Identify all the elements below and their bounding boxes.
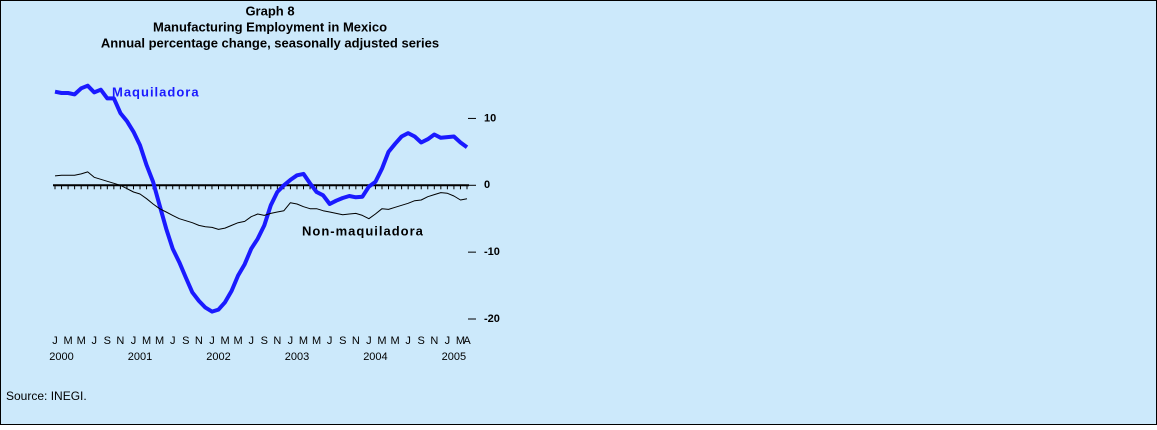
- x-tick-label: J: [131, 335, 137, 347]
- year-label: 2001: [128, 351, 152, 363]
- x-tick-label: M: [312, 335, 321, 347]
- x-tick-label: J: [445, 335, 451, 347]
- x-tick-label: M: [142, 335, 151, 347]
- x-tick-label: M: [77, 335, 86, 347]
- x-tick-label: A: [463, 335, 471, 347]
- x-tick-label: J: [52, 335, 58, 347]
- x-tick-label: S: [261, 335, 268, 347]
- x-tick-label: J: [209, 335, 215, 347]
- x-tick-label: M: [390, 335, 399, 347]
- year-label: 2000: [49, 351, 73, 363]
- x-tick-label: M: [220, 335, 229, 347]
- x-tick-label: N: [273, 335, 281, 347]
- source-note: Source: INEGI.: [6, 389, 87, 403]
- series-label: Non-maquiladora: [302, 223, 424, 238]
- series-label: Maquiladora: [112, 84, 200, 99]
- x-tick-label: M: [63, 335, 72, 347]
- series-line: [54, 171, 468, 230]
- x-tick-label: J: [248, 335, 254, 347]
- x-tick-label: M: [377, 335, 386, 347]
- x-tick-label: S: [339, 335, 346, 347]
- x-tick-label: S: [182, 335, 189, 347]
- year-label: 2004: [363, 351, 387, 363]
- x-tick-label: M: [155, 335, 164, 347]
- year-label: 2002: [206, 351, 230, 363]
- x-tick-label: J: [288, 335, 294, 347]
- y-tick-label: -10: [484, 246, 500, 258]
- x-tick-label: N: [195, 335, 203, 347]
- x-tick-label: J: [366, 335, 372, 347]
- x-tick-label: N: [430, 335, 438, 347]
- x-tick-label: N: [116, 335, 124, 347]
- y-tick-label: 10: [484, 112, 496, 124]
- chart-subtitle: Annual percentage change, seasonally adj…: [101, 35, 439, 50]
- chart-subtitle: Manufacturing Employment in Mexico: [153, 19, 387, 34]
- year-label: 2005: [442, 351, 466, 363]
- x-tick-label: M: [456, 335, 465, 347]
- series-line: [54, 83, 469, 314]
- x-tick-label: M: [234, 335, 243, 347]
- y-tick-label: -20: [484, 313, 500, 325]
- x-tick-label: J: [405, 335, 411, 347]
- y-tick-label: 0: [484, 179, 490, 191]
- chart-title: Graph 8: [245, 3, 294, 18]
- x-tick-label: J: [327, 335, 333, 347]
- year-label: 2003: [285, 351, 309, 363]
- x-tick-label: J: [91, 335, 97, 347]
- x-tick-label: M: [299, 335, 308, 347]
- x-tick-label: S: [418, 335, 425, 347]
- x-tick-label: S: [104, 335, 111, 347]
- x-tick-label: J: [170, 335, 176, 347]
- x-tick-label: N: [352, 335, 360, 347]
